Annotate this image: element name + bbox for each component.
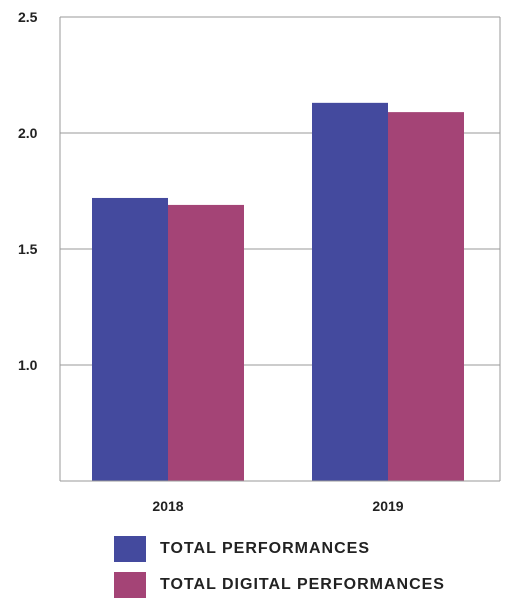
x-tick-label: 2018: [152, 498, 183, 514]
legend-item-total-performances: TOTAL PERFORMANCES: [114, 536, 445, 562]
bar: [168, 204, 244, 482]
bar: [312, 102, 388, 481]
legend-label-total-digital-performances: TOTAL DIGITAL PERFORMANCES: [160, 576, 445, 593]
y-tick-label: 1.0: [18, 357, 38, 373]
bar: [92, 197, 168, 481]
bar-chart: 1.0 1.5 2.0 2.5 2018 2019: [18, 9, 501, 514]
y-tick-label: 2.5: [18, 9, 38, 25]
legend-swatch-total-performances: [114, 536, 146, 562]
legend-item-total-digital-performances: TOTAL DIGITAL PERFORMANCES: [114, 572, 445, 598]
legend-label-total-performances: TOTAL PERFORMANCES: [160, 540, 371, 557]
x-tick-label: 2019: [372, 498, 403, 514]
y-tick-label: 2.0: [18, 125, 38, 141]
bar: [388, 112, 464, 482]
legend-swatch-total-digital-performances: [114, 572, 146, 598]
y-tick-label: 1.5: [18, 241, 38, 257]
legend: TOTAL PERFORMANCES TOTAL DIGITAL PERFORM…: [114, 536, 445, 608]
